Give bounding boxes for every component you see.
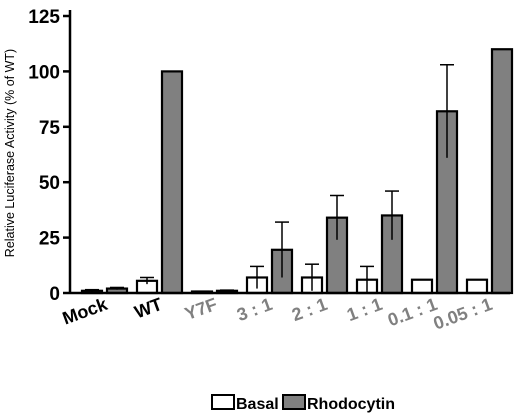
error-bars xyxy=(85,64,454,293)
legend-swatch-basal xyxy=(211,394,235,410)
x-tick-label-wt: WT xyxy=(132,294,165,322)
y-tick-label: 50 xyxy=(39,173,60,194)
y-tick-label: 75 xyxy=(39,118,61,139)
legend-label-rhodocytin: Rhodocytin xyxy=(307,396,395,413)
x-tick-label-2-1: 2 : 1 xyxy=(289,294,330,325)
legend-label-basal: Basal xyxy=(236,396,279,413)
x-tick-label-3-1: 3 : 1 xyxy=(234,294,275,325)
legend: Basal Rhodocytin xyxy=(211,394,395,413)
x-tick-label-0-1-1: 0.1 : 1 xyxy=(385,294,440,330)
x-axis: Mock WT Y7F 3 : 1 2 : 1 1 : 1 0.1 : 10.05 : 1 xyxy=(60,291,510,334)
y-tick-label: 25 xyxy=(39,229,61,250)
bar-basal-0-05-1 xyxy=(465,278,489,295)
x-tick-label-0-05-1: 0.05 : 1 xyxy=(431,294,495,334)
x-tick-label-mock: Mock xyxy=(60,294,111,329)
y-tick-label: 125 xyxy=(28,7,60,28)
y-tick-label: 100 xyxy=(28,62,60,83)
y-axis-label: Relative Luciferase Activity (% of WT) xyxy=(3,49,17,257)
y-tick-label: 0 xyxy=(49,284,60,305)
x-tick-label-y7f: Y7F xyxy=(182,294,220,324)
bar-basal-0-1-1 xyxy=(410,278,434,295)
x-tick-label-1-1: 1 : 1 xyxy=(344,294,385,325)
legend-swatch-rhodocytin xyxy=(282,394,306,410)
y-axis: 0 25 50 75 100 125 xyxy=(28,7,72,305)
bar-rhodocytin-0-05-1 xyxy=(490,48,514,295)
bar-rhodocytin-wt xyxy=(160,70,184,295)
